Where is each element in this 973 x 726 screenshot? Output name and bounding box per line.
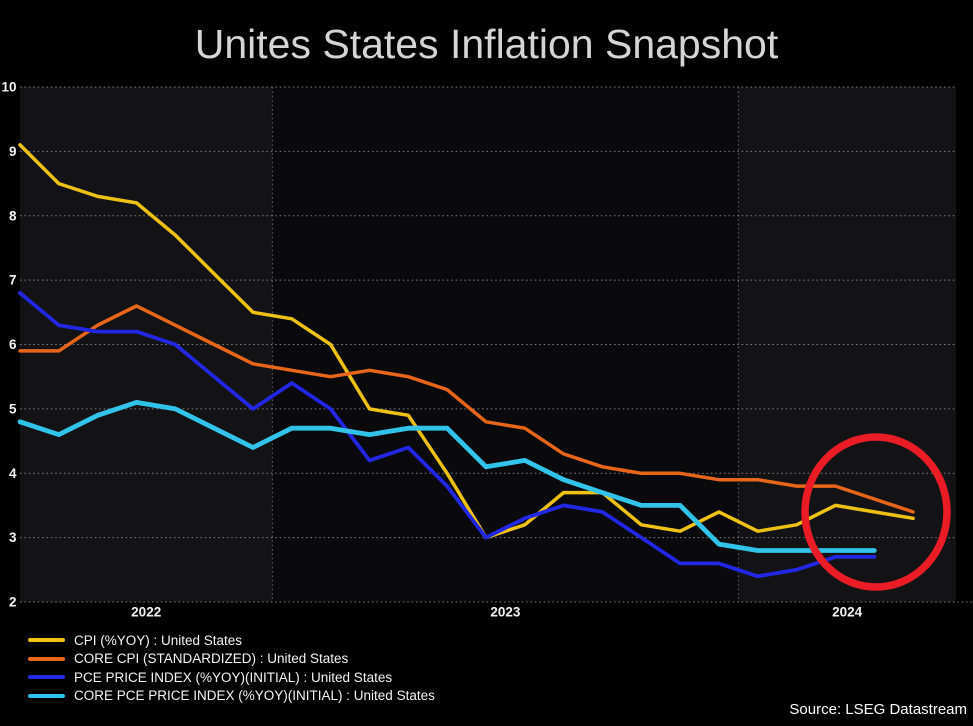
legend-swatch-cpi [28,638,65,643]
x-year-label-2024: 2024 [832,605,863,620]
y-tick-label-3: 3 [9,530,17,545]
y-tick-label-8: 8 [9,208,17,223]
legend-label-pce: PCE PRICE INDEX (%YOY)(INITIAL) : United… [74,669,393,685]
legend-label-core-pce: CORE PCE PRICE INDEX (%YOY)(INITIAL) : U… [74,688,435,704]
source-credit: Source: LSEG Datastream [789,701,967,718]
series-line-core-cpi [18,304,915,514]
legend-item-core-cpi: CORE CPI (STANDARDIZED) : United States [28,650,435,669]
highlight-circle [801,433,951,591]
series-line-core-pce [17,399,877,553]
year-band-2022 [20,87,273,602]
legend-item-pce: PCE PRICE INDEX (%YOY)(INITIAL) : United… [28,668,435,687]
legend-swatch-core-cpi [28,656,65,661]
legend-swatch-pce [28,675,65,680]
year-band-2024 [738,87,956,602]
legend-item-core-pce: CORE PCE PRICE INDEX (%YOY)(INITIAL) : U… [28,687,435,706]
y-tick-label-4: 4 [9,466,17,481]
y-tick-label-10: 10 [1,80,16,95]
y-tick-label-9: 9 [9,144,17,159]
chart-title: Unites States Inflation Snapshot [194,21,779,67]
legend-label-core-cpi: CORE CPI (STANDARDIZED) : United States [74,651,349,667]
legend-label-cpi: CPI (%YOY) : United States [74,632,243,648]
x-year-label-2023: 2023 [490,605,521,620]
series-line-pce [18,291,877,579]
y-tick-label-7: 7 [9,273,17,288]
x-year-label-2022: 2022 [131,605,161,620]
legend: CPI (%YOY) : United States CORE CPI (STAN… [28,631,435,705]
y-tick-label-2: 2 [9,595,17,610]
y-tick-label-6: 6 [9,337,17,352]
legend-item-cpi: CPI (%YOY) : United States [28,631,435,650]
legend-swatch-core-pce [28,693,65,698]
y-tick-label-5: 5 [9,401,17,416]
series-line-cpi [18,143,915,540]
